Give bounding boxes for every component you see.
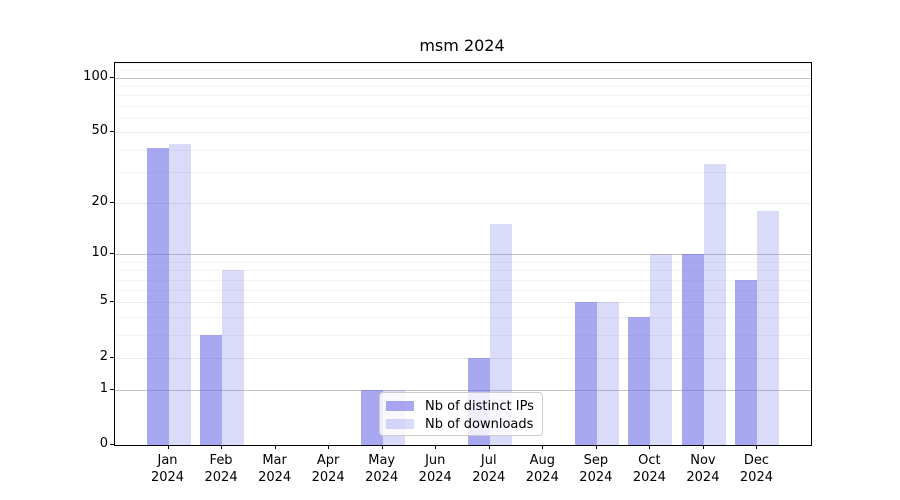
plot-area: Nb of distinct IPs Nb of downloads	[114, 62, 812, 446]
y-tick-label-20: 20	[91, 193, 108, 209]
x-tick-label-feb: Feb 2024	[204, 453, 238, 485]
y-tick-label-1: 1	[99, 380, 108, 396]
bar-nov-downloads	[703, 164, 726, 445]
x-tick-label-dec: Dec 2024	[739, 453, 773, 485]
bar-jan-distinct-ips	[146, 147, 169, 445]
minor-gridline-9	[115, 261, 811, 263]
minor-gridline-90	[115, 86, 811, 88]
gridline-50	[115, 132, 811, 134]
bar-may-distinct-ips	[360, 389, 383, 445]
legend-label-downloads: Nb of downloads	[425, 416, 534, 432]
legend-entry-distinct-ips: Nb of distinct IPs	[386, 398, 536, 414]
legend-swatch-downloads	[386, 419, 414, 429]
x-tick-mark	[542, 445, 544, 449]
minor-gridline-40	[115, 149, 811, 151]
x-tick-label-jul: Jul 2024	[472, 453, 506, 485]
minor-gridline-8	[115, 270, 811, 272]
y-tick-label-10: 10	[91, 245, 108, 261]
minor-gridline-120	[115, 63, 811, 65]
legend-swatch-distinct-ips	[386, 401, 414, 411]
legend-entry-downloads: Nb of downloads	[386, 416, 536, 432]
x-tick-label-jan: Jan 2024	[150, 453, 185, 485]
minor-gridline-70	[115, 105, 811, 107]
x-tick-label-sep: Sep 2024	[579, 453, 613, 485]
gridline-20	[115, 202, 811, 204]
x-tick-label-aug: Aug 2024	[525, 453, 559, 485]
x-tick-label-mar: Mar 2024	[258, 453, 292, 485]
bar-oct-distinct-ips	[628, 316, 651, 445]
minor-gridline-30	[115, 171, 811, 173]
bar-nov-distinct-ips	[681, 254, 704, 445]
x-tick-mark	[756, 445, 758, 449]
y-tick-mark	[110, 253, 114, 255]
bar-jul-downloads	[489, 224, 512, 445]
y-tick-label-5: 5	[99, 293, 108, 309]
x-tick-mark	[381, 445, 383, 449]
minor-gridline-7	[115, 279, 811, 281]
y-tick-label-50: 50	[91, 123, 108, 139]
minor-gridline-4	[115, 316, 811, 318]
x-tick-label-oct: Oct 2024	[632, 453, 666, 485]
gridline-1	[115, 389, 811, 391]
minor-gridline-110	[115, 70, 811, 72]
x-tick-mark	[488, 445, 490, 449]
x-tick-mark	[328, 445, 330, 449]
gridline-2	[115, 357, 811, 359]
gridline-10	[115, 254, 811, 256]
x-tick-mark	[274, 445, 276, 449]
y-tick-mark	[110, 131, 114, 133]
y-tick-label-100: 100	[83, 68, 108, 84]
minor-gridline-80	[115, 95, 811, 97]
y-tick-mark	[110, 444, 114, 445]
bar-dec-distinct-ips	[735, 279, 758, 445]
chart-title: msm 2024	[419, 36, 505, 55]
x-tick-mark	[649, 445, 651, 449]
bar-sep-downloads	[596, 302, 619, 445]
y-tick-mark	[110, 388, 114, 390]
x-tick-mark	[702, 445, 704, 449]
legend-label-distinct-ips: Nb of distinct IPs	[425, 398, 534, 414]
minor-gridline-6	[115, 290, 811, 292]
bar-oct-downloads	[650, 254, 673, 445]
y-tick-mark	[110, 356, 114, 358]
x-tick-label-apr: Apr 2024	[311, 453, 345, 485]
gridline-100	[115, 77, 811, 79]
minor-gridline-3	[115, 334, 811, 336]
x-tick-label-nov: Nov 2024	[686, 453, 720, 485]
y-tick-mark	[110, 301, 114, 303]
bar-dec-downloads	[757, 210, 780, 445]
bar-feb-downloads	[222, 270, 245, 445]
x-tick-mark	[435, 445, 437, 449]
x-tick-label-may: May 2024	[365, 453, 399, 485]
x-tick-label-jun: Jun 2024	[418, 453, 452, 485]
minor-gridline-60	[115, 117, 811, 119]
bar-sep-distinct-ips	[574, 302, 597, 445]
y-tick-label-0: 0	[99, 436, 108, 451]
y-tick-mark	[110, 201, 114, 203]
y-tick-label-2: 2	[99, 348, 108, 364]
y-tick-mark	[110, 76, 114, 78]
bar-jan-downloads	[168, 143, 191, 445]
x-tick-mark	[167, 445, 169, 449]
x-tick-mark	[595, 445, 597, 449]
bar-feb-distinct-ips	[200, 334, 223, 445]
gridline-5	[115, 302, 811, 304]
x-tick-mark	[221, 445, 223, 449]
legend: Nb of distinct IPs Nb of downloads	[379, 392, 543, 436]
